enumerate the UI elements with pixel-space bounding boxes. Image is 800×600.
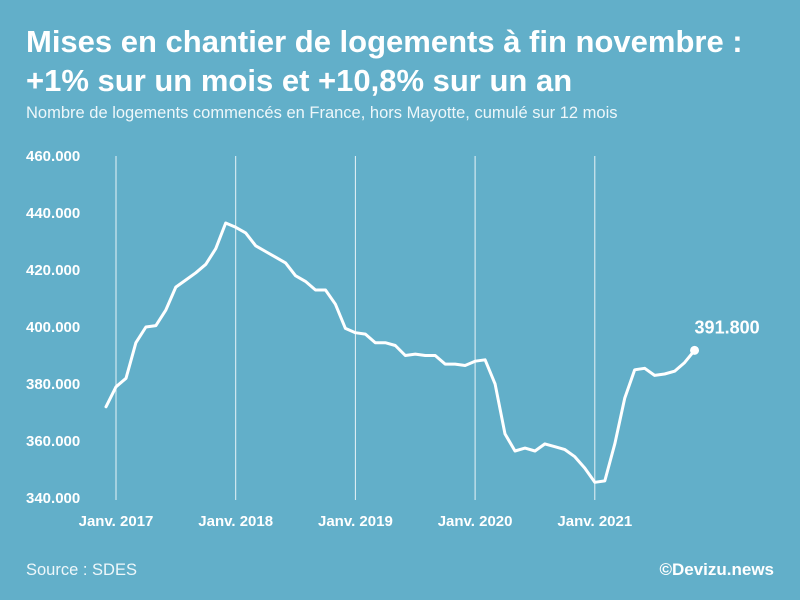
page-title: Mises en chantier de logements à fin nov… xyxy=(26,24,743,98)
y-tick-label: 440.000 xyxy=(26,205,80,222)
y-tick-label: 400.000 xyxy=(26,319,80,336)
x-tick-label: Janv. 2019 xyxy=(318,513,393,530)
chart-subtitle: Nombre de logements commencés en France,… xyxy=(26,104,618,122)
series-line xyxy=(104,221,696,484)
last-value-label: 391.800 xyxy=(695,317,760,337)
line-chart: Janv. 2017 Janv. 2018 Janv. 2019 Janv. 2020… xyxy=(26,148,760,530)
y-tick-label: 340.000 xyxy=(26,490,80,507)
x-tick-label: Janv. 2018 xyxy=(198,513,273,530)
last-point-marker xyxy=(690,345,700,355)
y-tick-label: 420.000 xyxy=(26,262,80,279)
source-note: Source : SDES xyxy=(26,561,137,579)
x-tick-label: Janv. 2020 xyxy=(438,513,513,530)
y-tick-label: 380.000 xyxy=(26,376,80,393)
y-tick-label: 360.000 xyxy=(26,433,80,450)
x-tick-label: Janv. 2021 xyxy=(557,513,632,530)
x-tick-label: Janv. 2017 xyxy=(79,513,154,530)
y-tick-label: 460.000 xyxy=(26,148,80,165)
brand-logo-text: ©Devizu.news xyxy=(659,560,774,579)
